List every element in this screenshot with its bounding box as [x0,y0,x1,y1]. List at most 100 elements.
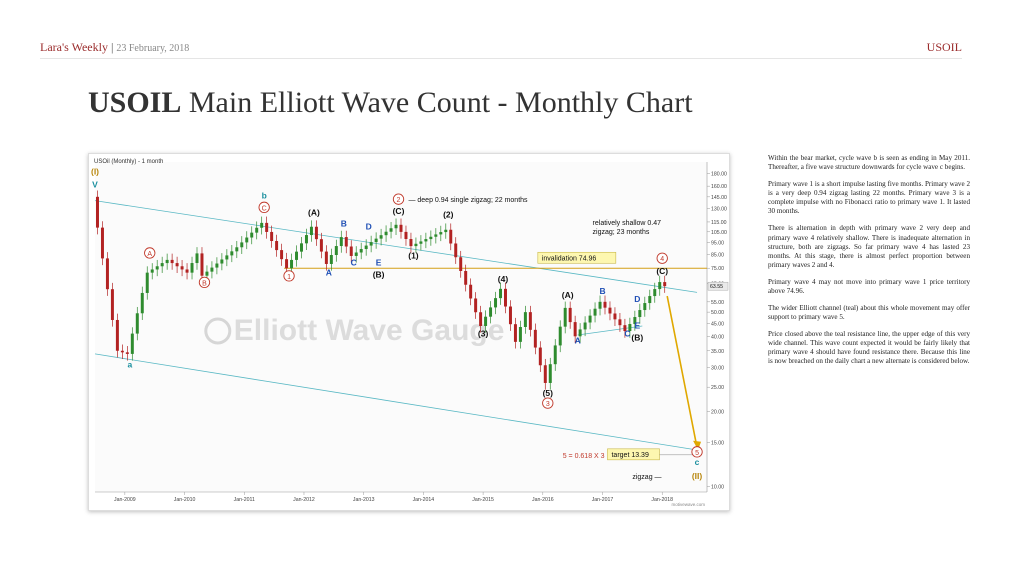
y-tick-label: 130.00 [711,207,727,213]
y-tick-label: 20.00 [711,409,724,415]
invalidation-label: invalidation 74.96 [542,255,597,262]
candle-body [260,222,264,228]
wave-label: (4) [498,274,509,284]
x-tick-label: Jan-2018 [651,497,673,503]
candle-body [503,288,507,307]
candle-body [374,238,378,243]
candle-body [140,292,144,314]
header-ticker: USOIL [926,40,962,54]
header-date: 23 February, 2018 [116,43,190,54]
chart-panel: USOil (Monthly) - 1 month Elliott Wave Ga… [88,153,730,511]
wave-label: D [366,222,372,232]
wave-label: B [341,219,347,229]
candle-body [414,243,418,247]
wave-marker-circle [198,276,211,289]
note-paragraph: The wider Elliott channel (teal) about t… [768,304,970,322]
candle-body [613,313,617,320]
note-paragraph: Price closed above the teal resistance l… [768,330,970,366]
wave-label: D [634,294,640,304]
y-tick-label: 30.00 [711,365,724,371]
wave-label: (B) [373,269,385,279]
monthly-chart: USOil (Monthly) - 1 month Elliott Wave Ga… [91,159,729,507]
candle-body [339,237,343,247]
candle-body [573,322,577,337]
chart-annotation: zigzag; 23 months [593,229,650,236]
header-separator: | [110,40,114,54]
wave-marker-circle [144,247,156,259]
wave-label: A [575,335,581,345]
candle-body [548,364,552,383]
candle-body [633,317,637,325]
wave-label: (C) [393,206,405,216]
wave-label: E [635,320,641,330]
candle-body [255,227,259,233]
x-tick-label: Jan-2016 [532,497,554,503]
candle-body [334,246,338,256]
candle-body [499,288,503,299]
candle-body [240,242,244,248]
candle-body [628,324,632,332]
target-box [607,448,660,461]
candle-body [434,234,438,237]
candle-body [603,301,607,308]
candle-body [588,315,592,323]
x-tick-label: Jan-2014 [413,497,435,503]
candle-body [474,298,478,313]
candle-body [205,271,209,276]
y-tick-label: 95.00 [711,241,724,247]
candle-body [429,236,433,240]
candle-body [225,255,229,260]
wave-label: 1 [287,274,291,281]
wave-label: A [147,251,152,258]
x-tick-label: Jan-2015 [472,497,494,503]
wave-label: (B) [631,332,643,342]
candle-body [285,259,289,269]
title-ticker: USOIL [88,86,182,119]
wave-marker-circle [283,270,295,282]
y-tick-label: 40.00 [711,334,724,340]
candle-body [513,324,517,342]
candle-body [175,263,179,267]
candle-body [299,243,303,252]
y-tick-label: 10.00 [711,484,724,490]
candle-body [379,235,383,239]
candle-body [130,333,134,354]
y-tick-label: 180.00 [711,171,727,177]
chart-title: USOil (Monthly) - 1 month [94,159,163,165]
channel-line-lower [94,353,698,451]
title-text: Main Elliott Wave Count - Monthly Chart [188,86,693,119]
candle-body [120,350,124,353]
x-tick-label: Jan-2010 [174,497,196,503]
candle-body [190,263,194,273]
wave-label: (A) [562,290,574,300]
wave-label: (C) [656,266,668,276]
wave-label: C [262,205,267,212]
candle-body [180,266,184,270]
candle-body [160,263,164,267]
x-tick-label: Jan-2017 [592,497,614,503]
plot-area [95,162,707,492]
wave-label: E [376,257,382,267]
candle-body [359,249,363,253]
invalidation-box [537,251,617,264]
candle-body [558,326,562,346]
last-price-tag [707,281,729,291]
candle-body [518,327,522,342]
candle-body [409,238,413,247]
candle-body [394,224,398,229]
candle-body [270,231,274,242]
x-tick-label: Jan-2013 [353,497,375,503]
candle-body [608,307,612,314]
wave-label: 5 [695,450,699,457]
target-label: target 13.39 [611,452,648,459]
candle-body [309,226,313,236]
candle-body [553,345,557,365]
commentary: Within the bear market, cycle wave b is … [768,154,970,374]
y-tick-label: 115.00 [711,220,727,226]
candle-body [220,259,224,264]
candle-body [663,282,667,287]
candle-body [369,242,373,246]
candle-body [469,284,473,299]
candle-body [508,306,512,325]
projection-arrowhead [693,440,702,450]
